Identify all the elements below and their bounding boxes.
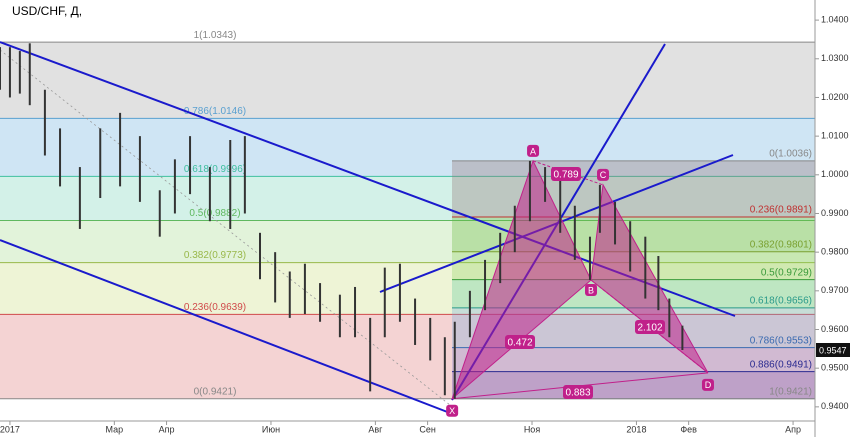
pattern-point <box>527 144 540 157</box>
y-tick-label: 1.0400 <box>821 14 849 24</box>
ratio-label: 2.102 <box>637 323 662 334</box>
y-tick-label: 0.9800 <box>821 247 849 257</box>
fib-label: 0.382(0.9773) <box>184 250 246 261</box>
x-tick-label: Июн <box>262 424 280 434</box>
y-tick-label: 1.0000 <box>821 169 849 179</box>
ratio-box <box>563 385 593 399</box>
y-tick-label: 0.9700 <box>821 285 849 295</box>
fib-label: 0.236(0.9639) <box>184 302 246 313</box>
trend-line <box>0 239 451 414</box>
fib-label: 0.886(0.9491) <box>750 359 812 370</box>
y-tick-label: 1.0300 <box>821 53 849 63</box>
ratio-box <box>505 335 535 349</box>
fib-band <box>452 347 815 372</box>
fib-band <box>0 176 815 221</box>
pattern-point <box>446 404 459 417</box>
fib-label: 0.382(0.9801) <box>750 239 812 250</box>
fib-label: 0.618(0.9996) <box>184 164 246 175</box>
fib-label: 0.786(0.9553) <box>750 335 812 346</box>
y-tick-label: 0.9900 <box>821 208 849 218</box>
fib-label: 0.5(0.9882) <box>189 208 240 219</box>
last-price-box <box>816 343 850 357</box>
ratio-box <box>635 320 665 334</box>
x-tick-label: Сен <box>419 424 436 434</box>
fib-label: 0(1.0036) <box>769 149 812 160</box>
fib-label: 1(1.0343) <box>194 30 237 41</box>
pattern-point-label: X <box>449 406 455 416</box>
fib-band <box>0 118 815 177</box>
fib-band <box>452 160 815 217</box>
header-bg <box>0 0 120 24</box>
y-tick-label: 0.9400 <box>821 401 849 411</box>
fib-label: 1(0.9421) <box>769 386 812 397</box>
pattern-point-label: D <box>705 380 712 390</box>
ratio-box <box>551 167 581 181</box>
x-tick-label: Апр <box>159 424 175 434</box>
x-tick-label: 2018 <box>626 424 646 434</box>
fib-band <box>0 220 815 263</box>
last-price-label: 0.9547 <box>819 345 847 355</box>
x-tick-label: 2017 <box>0 424 20 434</box>
fib-label: 0(0.9421) <box>194 386 237 397</box>
x-tick-label: Апр <box>785 424 801 434</box>
pattern-point-label: B <box>588 285 594 295</box>
fib-label: 0.618(0.9656) <box>750 295 812 306</box>
pattern-point <box>585 284 598 296</box>
fib-label: 0.236(0.9891) <box>750 205 812 216</box>
pattern-point-label: C <box>600 170 607 180</box>
symbol-title[interactable]: USD/CHF, Д, <box>12 4 82 18</box>
fib-label: 0.5(0.9729) <box>761 267 812 278</box>
pattern-point-label: A <box>530 146 536 156</box>
ratio-label: 0.472 <box>507 338 532 349</box>
y-tick-label: 0.9500 <box>821 363 849 373</box>
x-tick-label: Ноя <box>524 424 541 434</box>
x-tick-label: Мар <box>106 424 124 434</box>
dotted-line <box>0 49 451 406</box>
x-tick-label: Фев <box>680 424 697 434</box>
fib-band <box>0 42 815 119</box>
pattern-point <box>597 168 610 181</box>
y-tick-label: 1.0200 <box>821 92 849 102</box>
fib-band <box>452 371 815 399</box>
ratio-label: 0.883 <box>565 388 590 399</box>
pattern-point <box>701 378 714 391</box>
fib-band <box>0 262 815 315</box>
fib-bands: 1(1.0343) 0.786(1.0146) 0.618(0.9996) 0.5(0… <box>0 30 815 400</box>
fib-label: 0.786(1.0146) <box>184 106 246 117</box>
y-tick-label: 0.9600 <box>821 324 849 334</box>
x-tick-label: Авг <box>368 424 383 434</box>
ratio-label: 0.789 <box>553 170 578 181</box>
y-tick-label: 1.0100 <box>821 131 849 141</box>
